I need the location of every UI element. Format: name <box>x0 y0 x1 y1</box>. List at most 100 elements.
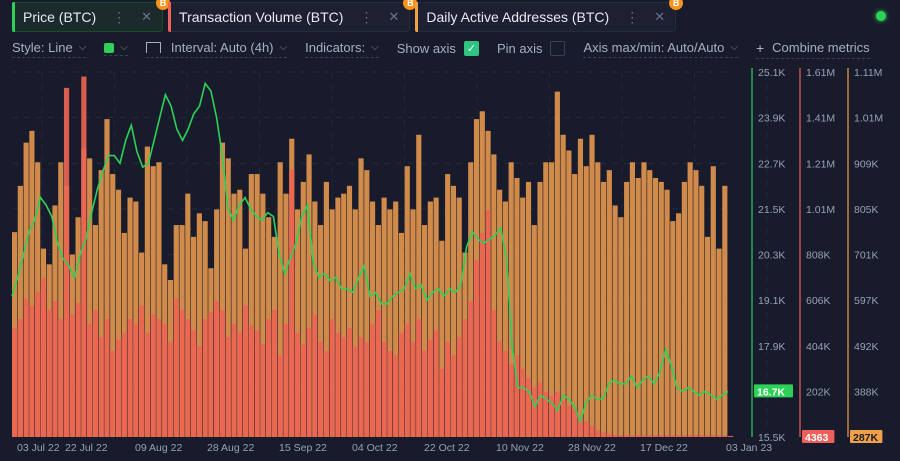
show-axis-label: Show axis <box>396 40 456 56</box>
dau-bar <box>283 193 289 437</box>
volume-bar <box>416 319 422 437</box>
more-options-icon[interactable]: ⋮ <box>625 8 639 25</box>
close-icon[interactable]: ✕ <box>654 9 666 24</box>
y-axis-tick-label: 202K <box>806 386 831 398</box>
dau-bar <box>260 193 266 437</box>
volume-bar <box>676 435 682 437</box>
tab-price[interactable]: Price (BTC) ⋮ ✕ B <box>12 0 171 32</box>
more-options-icon[interactable]: ⋮ <box>359 8 373 25</box>
dau-bar <box>543 162 549 438</box>
volume-bar <box>439 368 445 437</box>
volume-bar <box>514 355 520 437</box>
dau-bar <box>358 158 364 437</box>
pin-axis-checkbox[interactable] <box>550 40 566 56</box>
indicators-dropdown[interactable]: Indicators: ⌵ <box>305 40 379 58</box>
dau-bar <box>589 134 595 437</box>
color-picker[interactable]: ⌵ <box>104 42 128 56</box>
dau-bar <box>716 248 722 437</box>
dau-bar <box>23 142 29 438</box>
interval-dropdown[interactable]: Interval: Auto (4h) ⌵ <box>145 40 288 58</box>
volume-bar <box>583 421 589 437</box>
dau-bar <box>370 201 376 437</box>
chart-toolbar: Style: Line ⌵ ⌵ Interval: Auto (4h) ⌵ In… <box>12 39 888 59</box>
volume-bar <box>450 355 457 437</box>
pin-axis-toggle[interactable]: Pin axis <box>497 40 566 58</box>
axis-maxmin-dropdown[interactable]: Axis max/min: Auto/Auto ⌵ <box>583 40 738 58</box>
volume-bar <box>502 350 508 437</box>
current-value-text: 4363 <box>805 432 829 444</box>
current-value-badge <box>850 430 883 443</box>
dau-bar <box>676 213 682 437</box>
dau-bar <box>335 197 341 437</box>
show-axis-checkbox[interactable]: ✓ <box>463 40 479 56</box>
volume-bar <box>242 305 249 437</box>
dau-bar <box>341 193 347 437</box>
dau-bar <box>254 174 260 437</box>
volume-bar <box>681 435 687 437</box>
volume-bar <box>716 435 722 437</box>
dau-bar <box>87 158 93 437</box>
volume-bar <box>294 332 301 437</box>
volume-bar <box>381 341 387 437</box>
volume-bar <box>629 435 636 437</box>
volume-bar <box>346 328 353 437</box>
dau-bar <box>445 174 451 437</box>
volume-bar <box>104 319 110 437</box>
dau-bar <box>525 181 532 437</box>
volume-bar <box>75 303 81 437</box>
x-axis-tick-label: 22 Oct 22 <box>424 442 470 454</box>
volume-bar <box>306 328 312 437</box>
volume-bar <box>479 232 485 437</box>
dau-bar <box>115 189 122 437</box>
volume-bar <box>156 319 162 437</box>
y-axis-tick-label: 19.1K <box>758 295 785 307</box>
volume-bar <box>468 300 474 437</box>
style-dropdown[interactable]: Style: Line ⌵ <box>12 40 87 58</box>
volume-bar <box>473 260 480 437</box>
volume-bar <box>341 337 347 437</box>
volume-bar <box>456 337 462 437</box>
dau-bar <box>635 177 641 437</box>
combine-metrics-button[interactable]: + Combine metrics <box>755 39 870 59</box>
y-axis-tick-label: 23.9K <box>758 113 785 125</box>
dau-bar <box>450 185 457 437</box>
volume-bar <box>162 323 168 437</box>
y-axis-tick-label: 597K <box>854 295 879 307</box>
volume-bar <box>144 332 150 437</box>
volume-bar <box>549 396 555 437</box>
volume-bar <box>589 425 595 437</box>
dau-bar <box>456 197 462 437</box>
chevron-down-icon: ⌵ <box>78 42 87 53</box>
dau-bar <box>421 225 428 437</box>
tab-label: Daily Active Addresses (BTC) <box>426 9 610 25</box>
more-options-icon[interactable]: ⋮ <box>112 8 126 25</box>
volume-bar <box>404 323 410 437</box>
volume-bar <box>335 332 341 437</box>
volume-bar <box>29 305 35 437</box>
dau-bar <box>104 119 110 437</box>
dau-bar <box>29 130 35 437</box>
volume-bar <box>387 350 393 437</box>
dau-bar <box>300 181 306 437</box>
dau-bar <box>722 185 728 437</box>
volume-bar <box>179 310 185 437</box>
tab-daily-active-addresses[interactable]: Daily Active Addresses (BTC) ⋮ ✕ B <box>415 0 684 32</box>
close-icon[interactable]: ✕ <box>388 9 400 24</box>
dau-bar <box>404 166 410 437</box>
plus-icon: + <box>755 39 765 56</box>
dau-bar <box>652 177 659 437</box>
volume-bar <box>219 310 226 437</box>
volume-bar <box>115 339 122 437</box>
volume-bar <box>300 344 306 437</box>
dau-bar <box>196 213 202 437</box>
volume-bar <box>266 319 272 437</box>
tab-transaction-volume[interactable]: Transaction Volume (BTC) ⋮ ✕ B <box>168 0 418 32</box>
show-axis-toggle[interactable]: Show axis ✓ <box>396 40 479 58</box>
close-icon[interactable]: ✕ <box>141 9 153 24</box>
volume-bar <box>572 409 578 437</box>
volume-bar <box>624 435 630 437</box>
y-axis-tick-label: 606K <box>806 295 831 307</box>
dau-bar <box>612 205 618 437</box>
tab-label: Price (BTC) <box>23 9 97 25</box>
